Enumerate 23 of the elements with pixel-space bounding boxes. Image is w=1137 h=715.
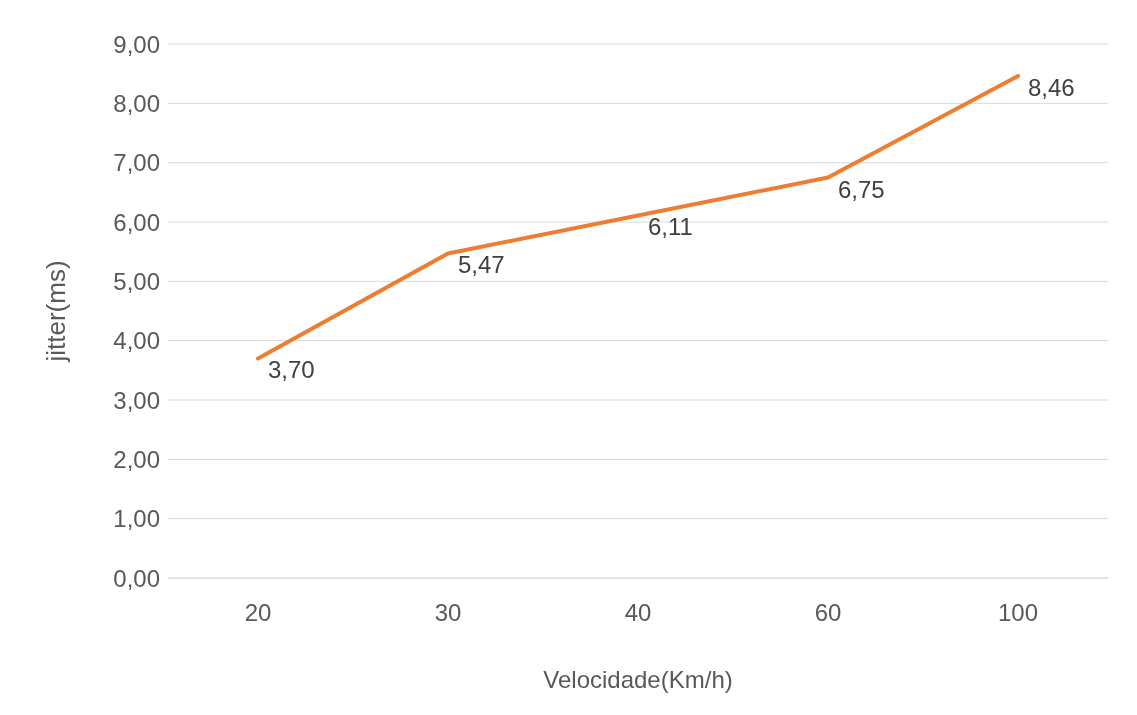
data-label: 3,70 [268, 356, 315, 384]
y-tick-label: 2,00 [113, 445, 160, 473]
x-tick-label: 100 [997, 599, 1039, 627]
data-label: 8,46 [1028, 74, 1075, 102]
y-axis-title: jitter(ms) [41, 260, 72, 363]
x-axis-title: Velocidade(Km/h) [543, 666, 733, 693]
data-label: 5,47 [458, 251, 505, 279]
y-tick-label: 8,00 [113, 89, 160, 117]
y-tick-label: 7,00 [113, 149, 160, 177]
data-label: 6,11 [648, 213, 693, 241]
y-tick-label: 0,00 [113, 564, 160, 592]
y-tick-label: 9,00 [113, 30, 160, 58]
y-tick-label: 4,00 [113, 327, 160, 355]
x-tick-label: 40 [624, 599, 652, 627]
y-tick-label: 1,00 [113, 505, 160, 533]
x-tick-label: 60 [814, 599, 842, 627]
y-tick-label: 6,00 [113, 208, 160, 236]
x-tick-label: 20 [244, 599, 272, 627]
data-label: 6,75 [838, 175, 885, 203]
y-tick-label: 5,00 [113, 267, 160, 295]
y-tick-label: 3,00 [113, 386, 160, 414]
x-tick-label: 30 [434, 599, 462, 627]
line-series [256, 74, 1020, 361]
